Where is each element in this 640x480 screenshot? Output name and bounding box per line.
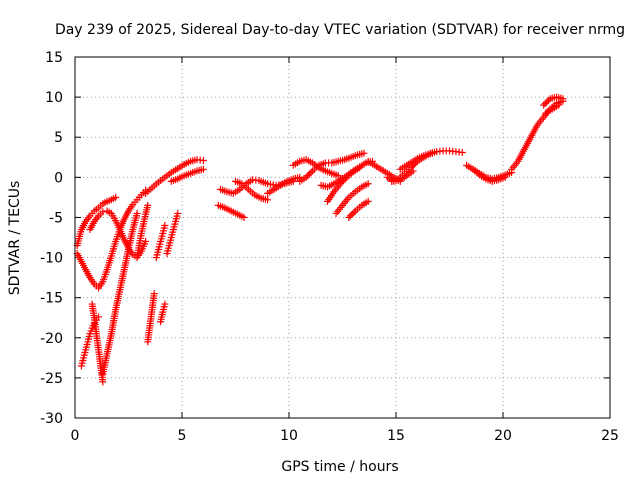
series-arc-27	[396, 149, 436, 173]
series-arc-31	[540, 93, 567, 109]
data-point	[428, 149, 436, 157]
data-point	[133, 209, 141, 217]
data-point	[356, 164, 364, 172]
chart-title: Day 239 of 2025, Sidereal Day-to-day VTE…	[55, 22, 625, 38]
series-arc-13	[167, 165, 207, 185]
x-tick-label: 25	[601, 428, 619, 444]
x-tick-label: 20	[494, 428, 512, 444]
series-arc-6	[99, 209, 141, 378]
series-arc-3	[86, 207, 150, 262]
x-tick-label: 0	[71, 428, 80, 444]
y-tick-label: 15	[45, 50, 63, 66]
x-tick-label: 15	[387, 428, 405, 444]
data-point	[350, 209, 358, 217]
data-point	[161, 221, 169, 229]
y-tick-label: -5	[49, 210, 63, 226]
series-arc-7	[133, 201, 152, 262]
grid-layer	[75, 57, 610, 418]
series-arc-32	[542, 101, 563, 117]
y-tick-label: 5	[54, 130, 63, 146]
series-arc-16	[232, 177, 272, 204]
series-arc-23	[345, 197, 372, 221]
series-arc-10	[157, 300, 169, 326]
x-tick-label: 10	[280, 428, 298, 444]
data-point	[338, 178, 346, 186]
data-point	[144, 201, 152, 209]
series-arc-18	[296, 149, 368, 185]
series-arc-19	[289, 156, 342, 180]
data-point	[95, 313, 103, 321]
data-point	[541, 100, 549, 108]
data-point	[360, 149, 368, 157]
data-point	[307, 169, 315, 177]
series-arc-29	[469, 165, 509, 185]
data-point	[99, 208, 107, 216]
data-point	[340, 177, 348, 185]
series-arc-8	[144, 290, 158, 346]
data-points	[73, 93, 567, 386]
data-point	[336, 180, 344, 188]
series-arc-21	[324, 164, 364, 205]
data-point	[348, 210, 356, 218]
y-tick-label: 0	[54, 170, 63, 186]
data-point	[347, 212, 355, 220]
series-arc-4	[77, 313, 103, 370]
data-point	[341, 175, 349, 183]
series-arc-22	[332, 180, 372, 217]
x-tick-label: 5	[178, 428, 187, 444]
data-point	[305, 170, 313, 178]
data-point	[304, 172, 312, 180]
ticks-layer: 0 5 10 15 20 25 15 10 5 0 -5 -10 -15 -20 -25 -30	[40, 50, 619, 444]
data-point	[458, 148, 466, 156]
data-point	[555, 101, 563, 109]
data-point	[142, 238, 150, 246]
data-point	[364, 197, 372, 205]
data-point	[174, 209, 182, 217]
data-point	[559, 95, 567, 103]
data-point	[264, 196, 272, 204]
y-tick-label: -30	[40, 411, 63, 427]
data-point	[345, 213, 353, 221]
y-tick-label: -10	[40, 251, 63, 267]
series-arc-9	[152, 221, 169, 262]
series-arc-12	[142, 156, 207, 197]
data-point	[112, 193, 120, 201]
data-point	[150, 290, 158, 298]
data-point	[501, 173, 509, 181]
y-tick-label: -20	[40, 331, 63, 347]
data-point	[544, 96, 552, 104]
data-point	[543, 98, 551, 106]
y-tick-label: 10	[45, 90, 63, 106]
data-point	[540, 101, 548, 109]
data-point	[99, 378, 107, 386]
data-point	[161, 300, 169, 308]
series-arc-30	[508, 97, 567, 173]
y-tick-label: -15	[40, 291, 63, 307]
data-point	[302, 173, 310, 181]
y-tick-label: -25	[40, 371, 63, 387]
plot-frame	[74, 56, 611, 419]
data-point	[199, 165, 207, 173]
data-point	[240, 213, 248, 221]
x-axis-label: GPS time / hours	[281, 459, 398, 475]
series-arc-1	[73, 193, 120, 250]
data-point	[199, 156, 207, 164]
series-arc-5	[88, 300, 107, 386]
series-arc-11	[163, 209, 182, 258]
y-axis-label: SDTVAR / TECUs	[7, 181, 23, 296]
series-arc-14	[214, 201, 248, 221]
data-point	[364, 180, 372, 188]
